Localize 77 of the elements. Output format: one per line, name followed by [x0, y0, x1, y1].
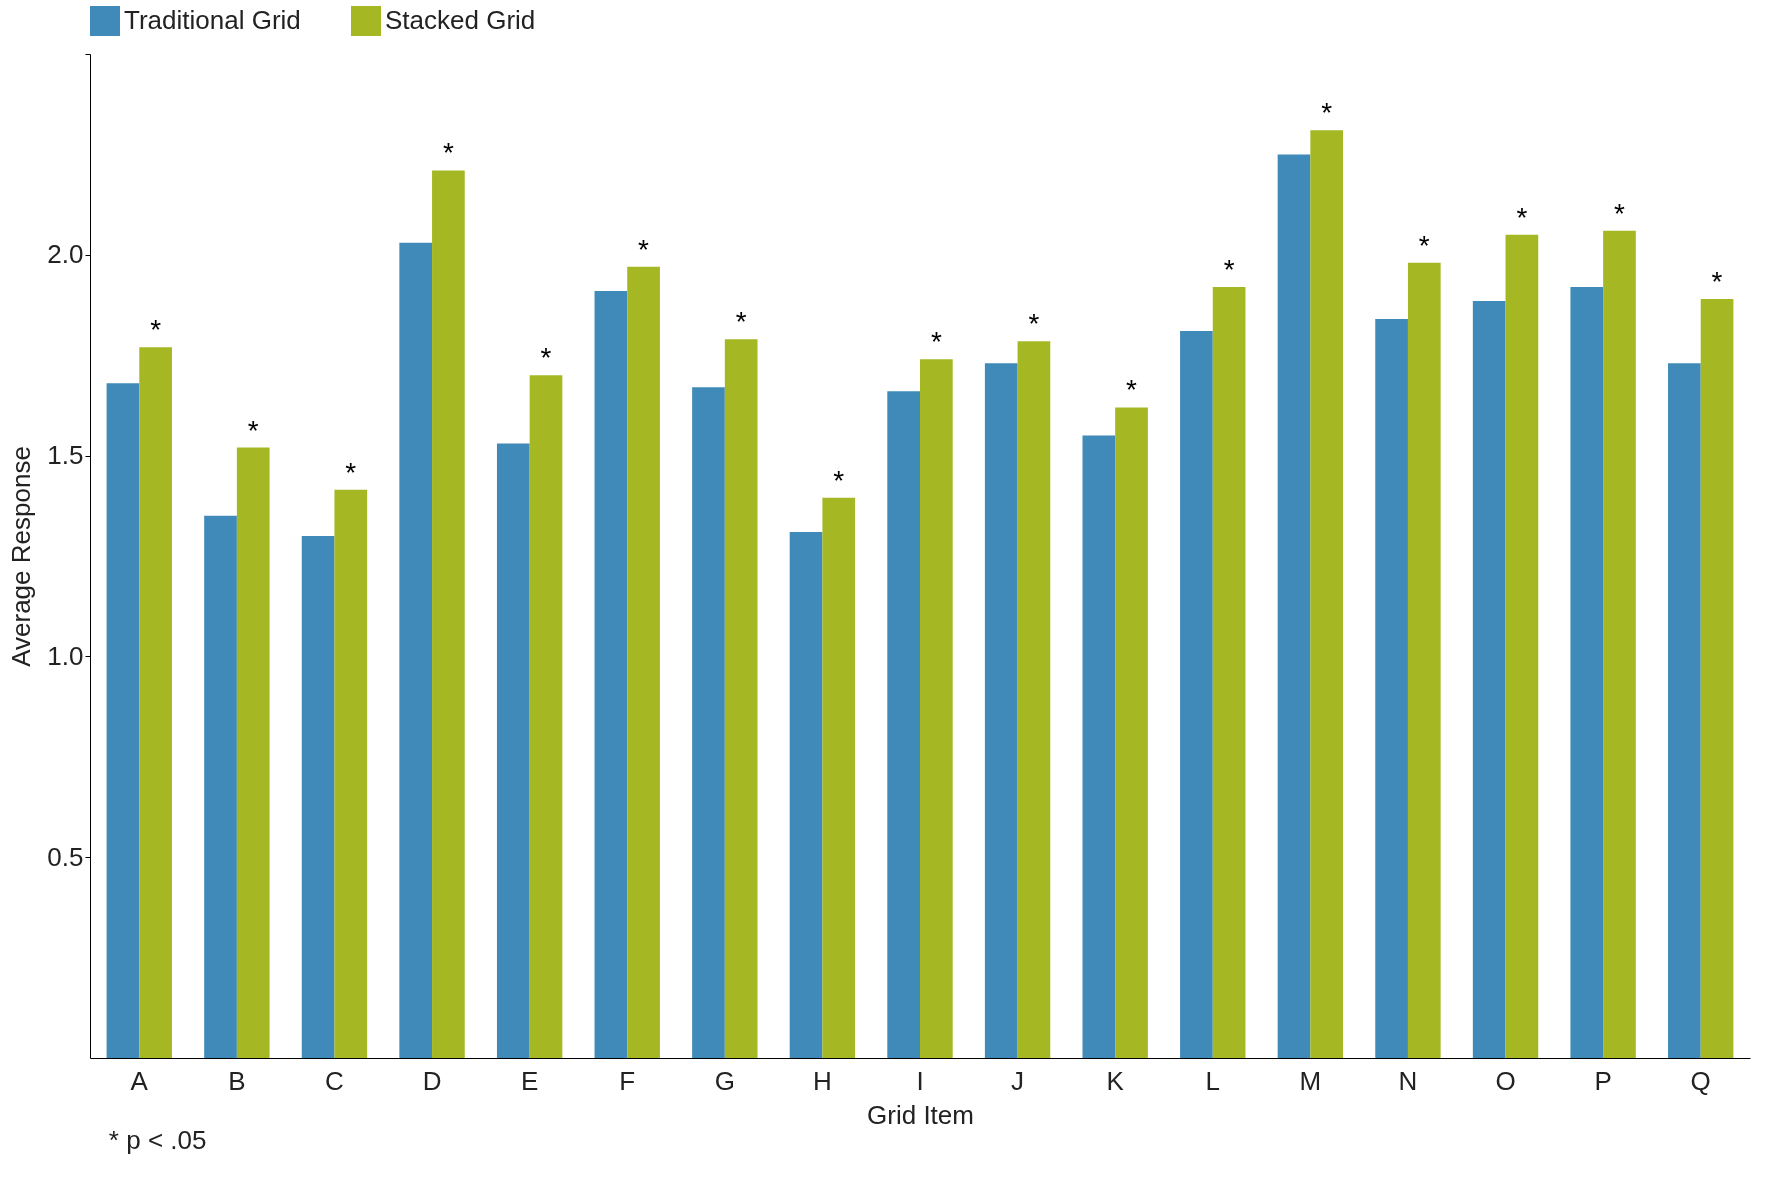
bar [627, 266, 660, 1058]
bar [984, 363, 1018, 1058]
bar [1310, 130, 1344, 1058]
data-label: * [638, 233, 650, 265]
bar [236, 447, 270, 1058]
y-tick-label: 0.5 [47, 841, 84, 872]
x-tick-label: I [916, 1065, 924, 1096]
data-label: * [1321, 97, 1333, 129]
bar [106, 383, 140, 1058]
bar [1570, 286, 1604, 1058]
data-label: * [247, 414, 259, 446]
bar [789, 531, 823, 1058]
y-axis-title: Average Response [6, 446, 37, 667]
bar [920, 359, 953, 1058]
bar [399, 242, 433, 1058]
x-tick-label: P [1594, 1065, 1612, 1096]
x-tick-label: O [1495, 1065, 1516, 1096]
y-tick-label: 1.5 [47, 440, 84, 471]
text: * p < .05 [108, 1125, 207, 1155]
x-tick-label: G [714, 1065, 735, 1096]
data-label: * [1614, 197, 1626, 229]
x-tick-label: C [325, 1065, 344, 1096]
x-tick-label: L [1205, 1065, 1220, 1096]
x-tick-label: H [813, 1065, 832, 1096]
x-tick-label: J [1011, 1065, 1025, 1096]
bar [529, 375, 563, 1058]
data-label: * [1711, 265, 1723, 297]
data-label: * [735, 306, 747, 338]
bar [1668, 363, 1701, 1058]
data-label: * [1126, 374, 1138, 406]
x-tick-label: A [130, 1065, 149, 1096]
x-tick-label: D [422, 1065, 442, 1096]
bar [1375, 319, 1408, 1058]
bar [822, 497, 856, 1058]
bar [1082, 435, 1116, 1058]
bar [887, 391, 920, 1058]
data-label: * [930, 326, 942, 358]
x-tick-label: Q [1690, 1065, 1711, 1096]
bar [1472, 300, 1506, 1058]
bar [1277, 154, 1311, 1058]
data-label: * [345, 456, 357, 488]
data-label: * [442, 137, 454, 169]
legend-label: Stacked Grid [385, 5, 536, 35]
bar [301, 535, 335, 1058]
x-axis-title: Grid Item [867, 1099, 974, 1130]
bar [1700, 298, 1734, 1058]
bar [724, 339, 758, 1058]
data-label: * [150, 314, 162, 346]
bar [204, 515, 237, 1058]
x-tick-label: K [1106, 1065, 1125, 1096]
bar [139, 347, 172, 1058]
x-tick-label: N [1398, 1065, 1418, 1096]
bar [496, 443, 530, 1058]
bar [432, 170, 465, 1058]
data-label: * [1223, 253, 1235, 285]
x-tick-label: M [1299, 1065, 1322, 1096]
data-label: * [1516, 201, 1528, 233]
data-label: * [833, 464, 845, 496]
data-label: * [540, 342, 552, 374]
bar [1603, 230, 1636, 1058]
y-tick-label: 2.0 [47, 239, 84, 270]
data-label: * [1028, 308, 1040, 340]
bar [1505, 234, 1539, 1058]
bar [334, 489, 368, 1058]
bar [1017, 341, 1051, 1058]
x-tick-label: F [619, 1065, 636, 1096]
data-label: * [1418, 229, 1430, 261]
bar [1180, 331, 1213, 1058]
x-tick-label: E [520, 1065, 539, 1096]
bar [1115, 407, 1148, 1058]
x-tick-label: B [228, 1065, 246, 1096]
legend-label: Traditional Grid [124, 5, 301, 35]
bar [594, 290, 628, 1058]
bar [1212, 286, 1246, 1058]
y-tick-label: 1.0 [47, 640, 84, 671]
bar [692, 387, 725, 1058]
bar [1407, 262, 1441, 1058]
